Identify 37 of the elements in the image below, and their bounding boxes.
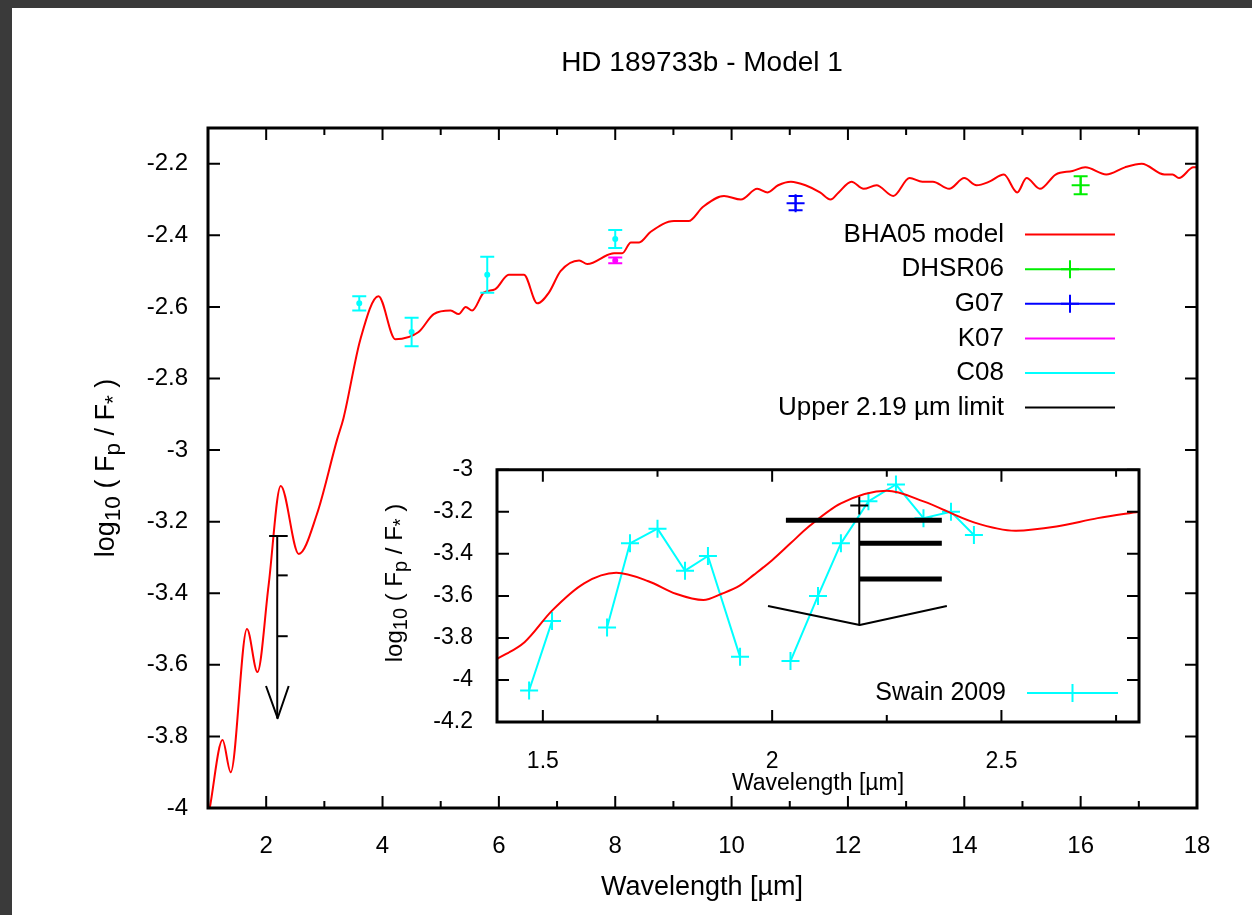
x-tick-label: 10 <box>718 831 745 859</box>
y-tick-label: -3.8 <box>433 623 473 650</box>
y-tick-label: -2.6 <box>146 291 188 319</box>
y-tick-label: -2.8 <box>146 363 188 391</box>
legend-label: Swain 2009 <box>875 676 1006 705</box>
x-tick-label: 6 <box>492 831 506 859</box>
legend-label: G07 <box>954 286 1004 317</box>
x-tick-label: 18 <box>1183 831 1211 859</box>
y-tick-label: -4 <box>166 792 188 820</box>
y-tick-label: -3 <box>452 455 473 482</box>
x-tick-label: 8 <box>608 831 622 859</box>
y-tick-label: -4.2 <box>433 707 473 734</box>
y-tick-label: -3.2 <box>146 506 188 534</box>
x-axis-title: Wavelength [µm] <box>600 870 804 901</box>
x-tick-label: 12 <box>834 831 862 859</box>
y-tick-label: -3 <box>166 434 188 462</box>
y-tick-label: -4 <box>452 665 474 692</box>
y-tick-label: -2.2 <box>146 148 188 176</box>
y-tick-label: -3.2 <box>433 497 473 524</box>
x-tick-label: 1.5 <box>526 747 559 774</box>
y-tick-label: -3.4 <box>433 539 474 566</box>
x-tick-label: 14 <box>950 831 978 859</box>
x-tick-label: 16 <box>1067 831 1094 859</box>
legend-label: K07 <box>957 321 1004 352</box>
legend-label: C08 <box>956 356 1004 387</box>
x-tick-label: 2.5 <box>985 747 1018 774</box>
y-tick-label: -3.4 <box>146 577 188 605</box>
y-tick-label: -3.6 <box>146 649 188 677</box>
y-tick-label: -3.6 <box>433 581 473 608</box>
legend-label: BHA05 model <box>843 217 1004 248</box>
x-tick-label: 2 <box>259 831 273 859</box>
chart-title: HD 189733b - Model 1 <box>561 46 843 77</box>
legend-label: Upper 2.19 µm limit <box>778 390 1005 421</box>
y-tick-label: -2.4 <box>146 219 188 247</box>
y-tick-label: -3.8 <box>146 721 188 749</box>
x-tick-label: 4 <box>375 831 390 859</box>
legend-label: DHSR06 <box>901 252 1004 283</box>
